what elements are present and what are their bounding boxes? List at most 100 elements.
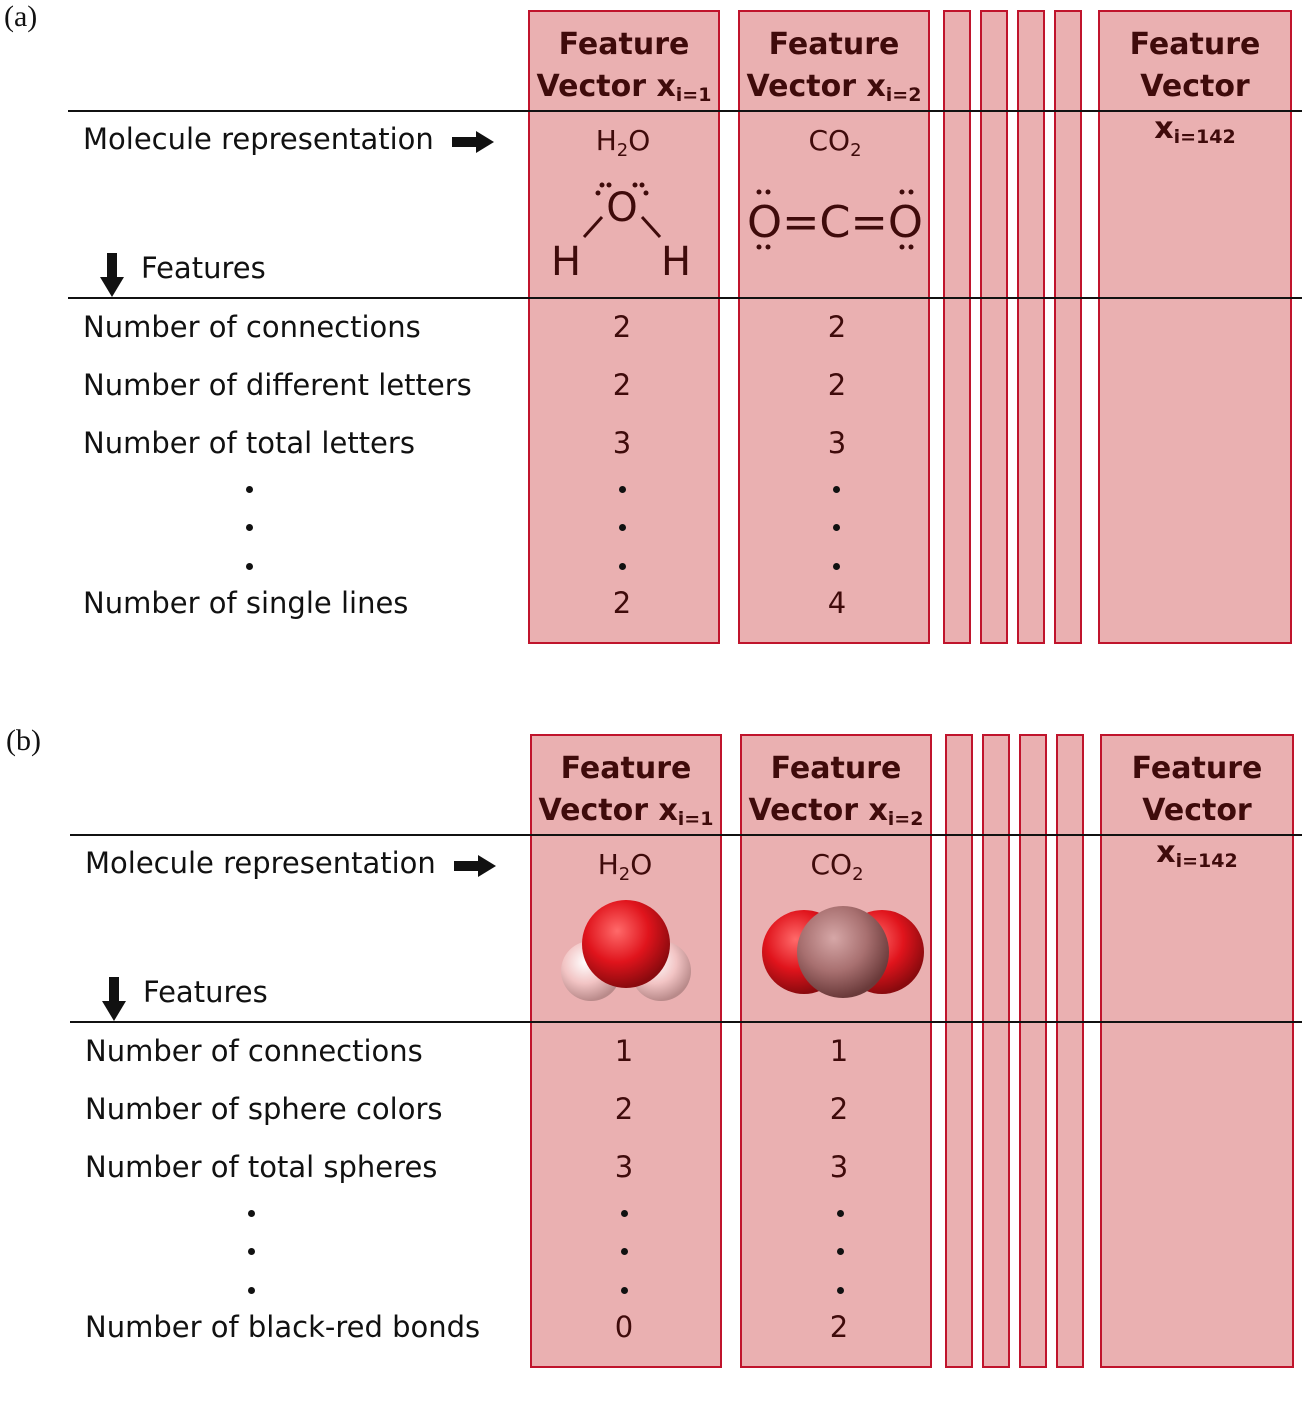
header-line-1: Feature (768, 27, 900, 62)
header-line-1: Feature (1129, 27, 1261, 62)
column-header: Feature Vector xi=142 (1102, 748, 1292, 882)
features-label: Features (141, 251, 266, 285)
feature-row-label: Number of sphere colors (85, 1092, 443, 1126)
header-line-2: Vector xi=142 (1140, 69, 1250, 148)
feature-value: 2 (829, 1092, 849, 1126)
feature-value: 4 (827, 586, 847, 620)
ellipsis-dot (246, 524, 253, 531)
feature-vector-column-142: Feature Vector xi=142 (1098, 10, 1292, 644)
feature-value: 2 (612, 310, 632, 344)
feature-row-label: Number of total spheres (85, 1150, 438, 1184)
ellipsis-dot (833, 563, 840, 570)
feature-value: 3 (827, 426, 847, 460)
feature-vector-column-narrow (943, 10, 971, 644)
header-line-2: Vector xi=2 (748, 793, 924, 830)
feature-row-label: Number of connections (83, 310, 421, 344)
header-line-2: Vector xi=1 (538, 793, 714, 830)
column-header: Feature Vector xi=1 (532, 748, 720, 840)
formula-co2: CO2 (810, 848, 864, 885)
features-divider (68, 297, 1302, 299)
ellipsis-dot (248, 1248, 255, 1255)
feature-vector-column-narrow (1054, 10, 1082, 644)
molecule-representation-label: Molecule representation (85, 846, 436, 880)
feature-vector-column-2: Feature Vector xi=2 (740, 734, 932, 1368)
feature-vector-column-narrow (945, 734, 973, 1368)
feature-value: 2 (612, 586, 632, 620)
panel-label: (b) (6, 724, 41, 757)
ellipsis-dot (621, 1287, 628, 1294)
oxygen-atom: O (606, 185, 637, 231)
header-line-1: Feature (770, 751, 902, 786)
arrow-right-icon (454, 855, 496, 877)
formula-h2o: H2O (595, 124, 651, 161)
feature-vector-column-narrow (1017, 10, 1045, 644)
feature-value: 2 (612, 368, 632, 402)
ellipsis-dot (837, 1287, 844, 1294)
ellipsis-dot (621, 1248, 628, 1255)
column-header: Feature Vector xi=142 (1100, 24, 1290, 158)
panel-label: (a) (4, 0, 38, 33)
ellipsis-dot (248, 1210, 255, 1217)
oxygen-sphere (582, 900, 670, 988)
ellipsis-dot (833, 486, 840, 493)
feature-row-label: Number of single lines (83, 586, 409, 620)
feature-row-label: Number of connections (85, 1034, 423, 1068)
h2o-lewis-structure: O H H (551, 182, 691, 285)
header-line-1: Feature (560, 751, 692, 786)
header-line-2: Vector xi=142 (1142, 793, 1252, 872)
feature-row-label: Number of total letters (83, 426, 415, 460)
arrow-right-icon (452, 131, 494, 153)
column-header: Feature Vector xi=2 (740, 24, 928, 116)
features-label: Features (143, 975, 268, 1009)
ellipsis-dot (837, 1248, 844, 1255)
ellipsis-dot (246, 563, 253, 570)
feature-value: 3 (614, 1150, 634, 1184)
header-divider (70, 834, 1302, 836)
co2-space-filling-model (762, 906, 924, 998)
header-line-1: Feature (1131, 751, 1263, 786)
feature-row-label: Number of different letters (83, 368, 472, 402)
header-line-2: Vector xi=2 (746, 69, 922, 106)
panel-b: (b) Feature Vector xi=1 Feature Vector x… (2, 724, 1302, 1414)
feature-value: 2 (827, 368, 847, 402)
features-divider (70, 1021, 1302, 1023)
feature-value: 2 (614, 1092, 634, 1126)
ellipsis-dot (246, 486, 253, 493)
h2o-space-filling-model (561, 900, 691, 1001)
feature-value: 1 (614, 1034, 634, 1068)
column-header: Feature Vector xi=1 (530, 24, 718, 116)
feature-vector-column-142: Feature Vector xi=142 (1100, 734, 1294, 1368)
header-line-1: Feature (558, 27, 690, 62)
carbon-sphere (797, 906, 889, 998)
formula-co2: CO2 (808, 124, 862, 161)
ellipsis-dot (619, 524, 626, 531)
feature-vector-column-narrow (1056, 734, 1084, 1368)
ellipsis-dot (248, 1287, 255, 1294)
feature-row-label: Number of black-red bonds (85, 1310, 481, 1344)
ellipsis-dot (619, 486, 626, 493)
feature-vector-column-2: Feature Vector xi=2 (738, 10, 930, 644)
co2-lewis-text: O=C=O (747, 197, 923, 248)
ellipsis-dot (833, 524, 840, 531)
column-header: Feature Vector xi=2 (742, 748, 930, 840)
header-divider (68, 110, 1302, 112)
feature-vector-column-narrow (1019, 734, 1047, 1368)
ellipsis-dot (837, 1210, 844, 1217)
feature-vector-column-narrow (982, 734, 1010, 1368)
hydrogen-atom-right: H (661, 239, 691, 285)
feature-vector-column-narrow (980, 10, 1008, 644)
arrow-down-icon (102, 977, 126, 1021)
feature-vector-column-1: Feature Vector xi=1 (530, 734, 722, 1368)
feature-value: 3 (829, 1150, 849, 1184)
formula-h2o: H2O (597, 848, 653, 885)
feature-vector-column-1: Feature Vector xi=1 (528, 10, 720, 644)
feature-value: 2 (827, 310, 847, 344)
header-line-2: Vector xi=1 (536, 69, 712, 106)
feature-value: 3 (612, 426, 632, 460)
panel-a: (a) Feature Vector xi=1 Feature Vector x… (0, 0, 1302, 690)
hydrogen-atom-left: H (551, 239, 581, 285)
ellipsis-dot (621, 1210, 628, 1217)
feature-value: 2 (829, 1310, 849, 1344)
co2-lewis-structure: O=C=O (747, 189, 923, 250)
feature-value: 1 (829, 1034, 849, 1068)
